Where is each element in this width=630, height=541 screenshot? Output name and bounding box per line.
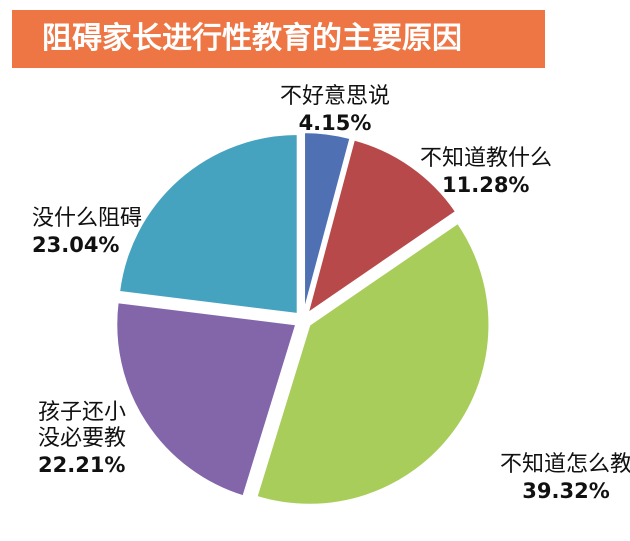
pie-slice-3 [115,301,298,498]
title-banner: 阻碍家长进行性教育的主要原因 [12,10,545,68]
slice-2-name: 不知道怎么教 [500,452,630,477]
slice-1-value: 11.28% [442,173,530,197]
pie-slice-0 [303,131,352,313]
slice-3-name-line2: 没必要教 [38,426,127,451]
slice-1-name: 不知道教什么 [420,146,553,171]
chart-title: 阻碍家长进行性教育的主要原因 [42,21,462,56]
pie-slice-1 [305,138,458,316]
slice-3-value: 22.21% [38,453,126,477]
slice-label-2: 不知道怎么教 39.32% [500,452,630,504]
slice-0-name: 不好意思说 [279,84,390,109]
slice-label-1: 不知道教什么 11.28% [420,146,552,198]
pie-slice-2 [255,221,491,506]
slice-0-value: 4.15% [298,111,372,135]
slice-2-value: 39.32% [522,479,610,503]
slice-label-4: 没什么阻碍 23.04% [32,206,142,258]
slice-4-value: 23.04% [32,233,120,257]
slice-label-3: 孩子还小 没必要教 22.21% [38,400,126,478]
slice-4-name: 没什么阻碍 [32,206,143,231]
pie-slice-4 [117,133,299,316]
slice-label-0: 不好意思说 4.15% [270,84,400,136]
slice-3-name-line1: 孩子还小 [38,400,127,425]
